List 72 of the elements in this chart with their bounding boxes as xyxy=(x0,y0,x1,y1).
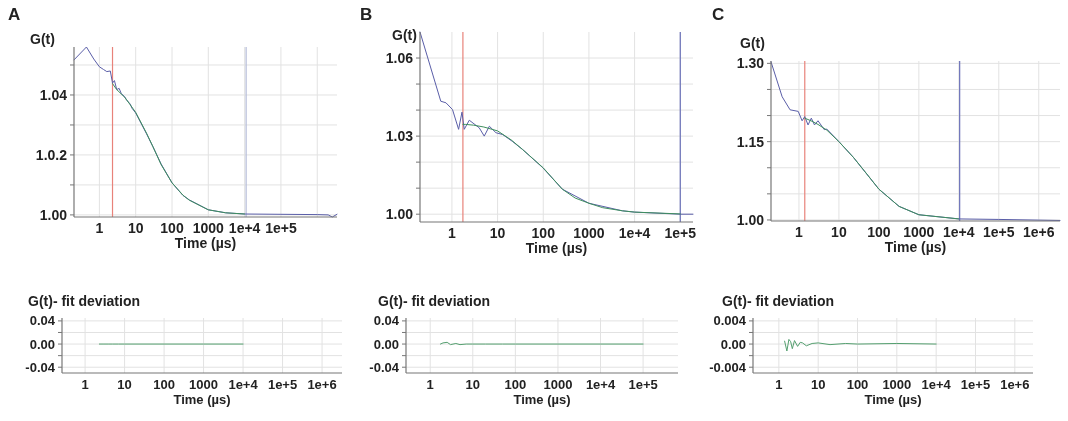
chart-title: G(t)- fit deviation xyxy=(378,293,490,309)
x-axis-title: Time (µs) xyxy=(864,392,922,407)
y-tick-label: 1.00 xyxy=(39,206,68,223)
x-tick-label: 10 xyxy=(465,377,481,392)
x-tick-label: 1000 xyxy=(903,224,935,240)
x-tick-label: 1e+4 xyxy=(943,224,975,240)
chart-title: A xyxy=(8,5,21,24)
y-tick-label: 0.04 xyxy=(373,313,400,329)
y-tick-label: -0.04 xyxy=(25,359,56,375)
y-axis-title: G(t) xyxy=(740,35,765,51)
chart-title: G(t)- fit deviation xyxy=(722,293,834,309)
x-tick-label: 1e+6 xyxy=(1022,224,1055,240)
x-tick-label: 1e+5 xyxy=(267,377,298,392)
y-tick-label: 1.00 xyxy=(385,206,414,223)
x-axis-title: Time (µs) xyxy=(884,239,947,255)
x-tick-label: 1000 xyxy=(189,377,219,392)
y-tick-label: 1.00 xyxy=(736,211,765,228)
x-tick-label: 100 xyxy=(531,225,556,241)
x-tick-label: 1e+6 xyxy=(1000,377,1030,392)
x-tick-label: 1e+6 xyxy=(307,377,337,392)
x-tick-label: 1 xyxy=(426,377,434,392)
x-tick-label: 1000 xyxy=(192,220,225,236)
x-tick-label: 1e+4 xyxy=(921,377,952,392)
x-tick-label: 1e+4 xyxy=(618,225,651,241)
y-tick-label: 1.06 xyxy=(385,49,414,66)
x-tick-label: 100 xyxy=(160,220,184,236)
y-tick-label: 0.004 xyxy=(713,313,747,329)
x-tick-label: 1 xyxy=(795,224,804,240)
x-tick-label: 1 xyxy=(448,225,457,241)
x-tick-label: 1 xyxy=(95,220,104,236)
y-axis-title: G(t) xyxy=(30,31,55,47)
y-tick-label: 0.00 xyxy=(29,336,55,352)
x-tick-label: 1e+5 xyxy=(664,225,697,241)
x-tick-label: 1e+5 xyxy=(983,224,1015,240)
x-tick-label: 1e+4 xyxy=(228,377,259,392)
y-tick-label: 1.03 xyxy=(385,128,414,145)
y-tick-label: 1.04 xyxy=(39,86,68,103)
x-tick-label: 1e+5 xyxy=(265,220,297,236)
y-tick-label: -0.04 xyxy=(369,359,400,375)
x-axis-title: Time (µs) xyxy=(513,392,571,407)
x-tick-label: 1 xyxy=(775,377,783,392)
y-tick-label: 0.00 xyxy=(373,336,399,352)
x-axis-title: Time (µs) xyxy=(525,240,588,256)
x-tick-label: 1000 xyxy=(882,377,912,392)
x-tick-label: 10 xyxy=(810,377,826,392)
x-tick-label: 100 xyxy=(846,377,869,392)
y-tick-label: 0.00 xyxy=(720,336,746,352)
y-tick-label: -0.004 xyxy=(709,359,747,375)
x-tick-label: 1000 xyxy=(543,377,573,392)
x-tick-label: 1000 xyxy=(573,225,605,241)
y-tick-label: 1.30 xyxy=(736,55,765,72)
y-tick-label: 1.0.2 xyxy=(35,146,68,163)
y-tick-label: 0.04 xyxy=(29,313,56,329)
y-tick-label: 1.15 xyxy=(736,133,765,150)
x-tick-label: 1e+5 xyxy=(960,377,991,392)
x-axis-title: Time (µs) xyxy=(173,392,231,407)
x-tick-label: 100 xyxy=(504,377,527,392)
x-tick-label: 10 xyxy=(489,225,506,241)
chart-title: C xyxy=(712,5,725,24)
x-axis-title: Time (µs) xyxy=(174,235,237,251)
x-tick-label: 10 xyxy=(127,220,144,236)
x-tick-label: 100 xyxy=(153,377,175,392)
x-tick-label: 1e+4 xyxy=(585,377,616,392)
x-tick-label: 10 xyxy=(831,224,847,240)
x-tick-label: 100 xyxy=(867,224,891,240)
chart-title: B xyxy=(360,5,373,24)
y-axis-title: G(t) xyxy=(392,27,417,43)
x-tick-label: 1e+5 xyxy=(628,377,658,392)
chart-title: G(t)- fit deviation xyxy=(28,293,140,309)
x-tick-label: 10 xyxy=(117,377,132,392)
x-tick-label: 1 xyxy=(81,377,89,392)
x-tick-label: 1e+4 xyxy=(228,220,261,236)
